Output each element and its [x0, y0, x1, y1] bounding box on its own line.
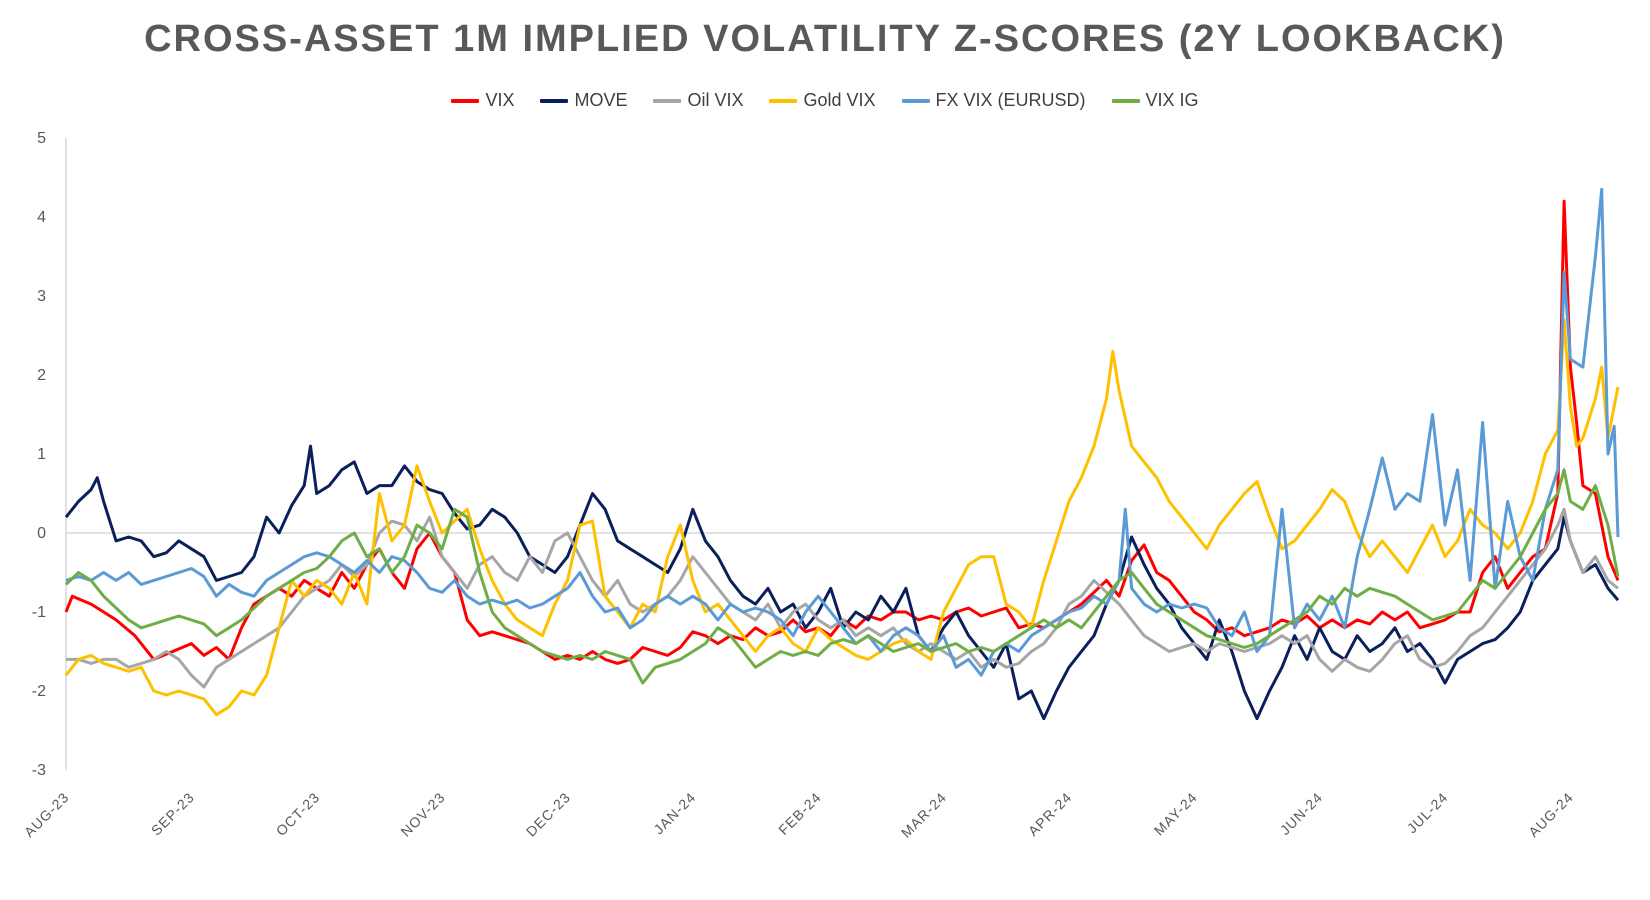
y-tick-label: 0	[37, 525, 46, 542]
y-tick-label: -3	[32, 762, 46, 779]
x-tick-label: OCT-23	[273, 789, 323, 839]
legend-label: VIX IG	[1145, 90, 1199, 110]
legend: VIX MOVE Oil VIX Gold VIX FX VIX (EURUSD) VIX…	[0, 90, 1650, 111]
chart-title: CROSS-ASSET 1M IMPLIED VOLATILITY Z-SCOR…	[144, 18, 1506, 60]
legend-swatch	[901, 98, 930, 103]
series-line-move	[64, 444, 1620, 721]
x-tick-label: SEP-23	[148, 789, 198, 839]
x-tick-label: MAY-24	[1151, 789, 1201, 839]
legend-item: MOVE	[540, 90, 627, 111]
legend-swatch	[653, 98, 682, 103]
y-tick-label: -2	[32, 683, 46, 700]
legend-item: Oil VIX	[653, 90, 743, 111]
x-tick-label: JAN-24	[650, 789, 699, 838]
x-tick-label: AUG-23	[21, 789, 72, 840]
legend-swatch	[540, 98, 569, 103]
y-tick-label: 3	[37, 288, 46, 305]
y-tick-label: -1	[32, 604, 46, 621]
y-tick-label: 1	[37, 446, 46, 463]
series-line-oil-vix	[66, 507, 1619, 689]
legend-item: FX VIX (EURUSD)	[901, 90, 1086, 111]
x-tick-label: MAR-24	[898, 789, 950, 841]
legend-swatch	[769, 98, 798, 103]
series-line-vix	[64, 199, 1620, 665]
legend-item: VIX	[451, 90, 514, 111]
x-tick-label: AUG-24	[1525, 789, 1576, 840]
legend-item: VIX IG	[1111, 90, 1199, 111]
legend-label: VIX	[485, 90, 515, 110]
legend-swatch	[451, 98, 480, 103]
x-tick-label: APR-24	[1025, 789, 1075, 839]
x-tick-label: DEC-23	[523, 789, 574, 840]
legend-label: FX VIX (EURUSD)	[935, 90, 1086, 110]
legend-label: MOVE	[574, 90, 628, 110]
y-tick-label: 5	[37, 130, 46, 147]
y-tick-label: 4	[37, 209, 46, 226]
legend-swatch	[1111, 98, 1140, 103]
x-tick-label: FEB-24	[775, 789, 824, 838]
x-tick-label: JUN-24	[1277, 789, 1326, 838]
series-line-vix-ig	[64, 468, 1620, 685]
legend-label: Oil VIX	[687, 90, 744, 110]
y-tick-label: 2	[37, 367, 46, 384]
series-line-gold-vix	[64, 318, 1620, 717]
x-tick-label: JUL-24	[1404, 789, 1451, 836]
legend-label: Gold VIX	[803, 90, 876, 110]
legend-item: Gold VIX	[769, 90, 876, 111]
x-tick-label: NOV-23	[397, 789, 448, 840]
